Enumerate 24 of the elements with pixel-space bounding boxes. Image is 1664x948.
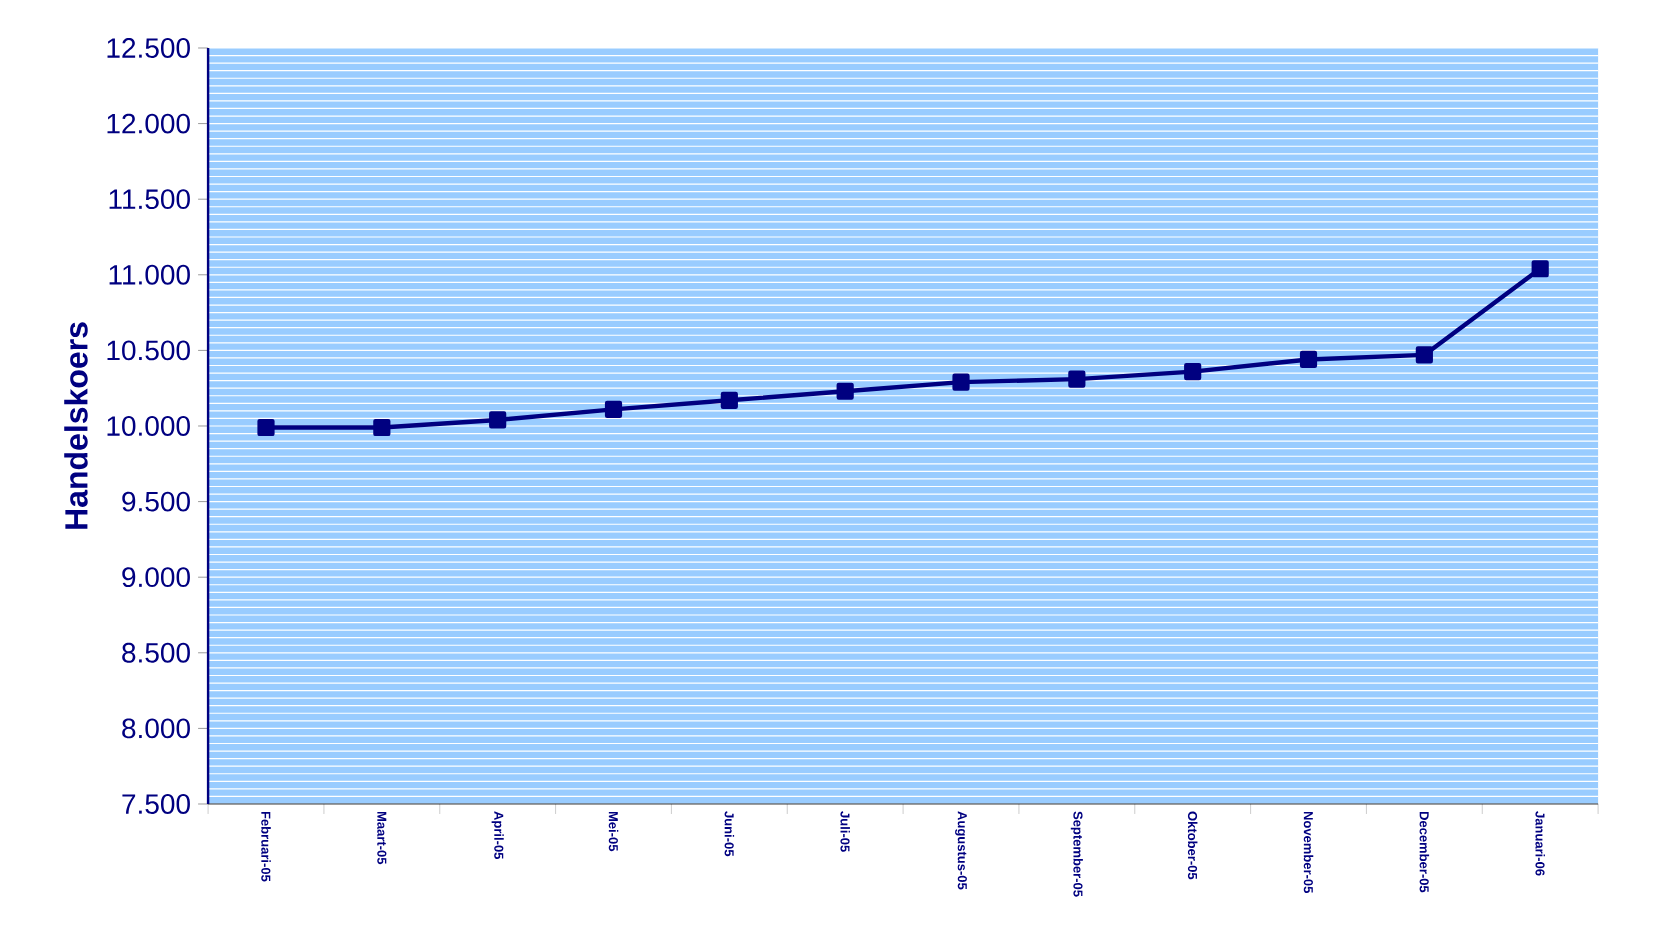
point [1299,350,1318,369]
y-tick-label: 12.000 [107,113,190,134]
point [257,418,275,437]
y-tick-label: 9.000 [122,567,190,588]
y-tick-label: 10.500 [107,340,190,361]
point [373,418,391,437]
y-tick-label: 8.000 [122,718,190,739]
point [836,382,854,400]
point [489,411,507,429]
point [952,373,970,391]
point [720,391,738,409]
y-axis-title: Handelskoers [64,322,88,529]
y-tick-label: 8.500 [122,642,190,663]
y-tick-label: 11.500 [109,189,190,210]
y-tick-label: 11.000 [109,264,190,285]
point [1531,260,1549,278]
y-tick-label: 12.500 [107,38,190,58]
y-tick-label: 7.500 [122,794,190,814]
y-tick-label: 9.500 [122,491,190,512]
y-tick-label: 10.000 [107,416,190,436]
point [1184,362,1202,381]
point [1068,370,1086,388]
point [604,400,623,418]
point [1415,346,1433,364]
